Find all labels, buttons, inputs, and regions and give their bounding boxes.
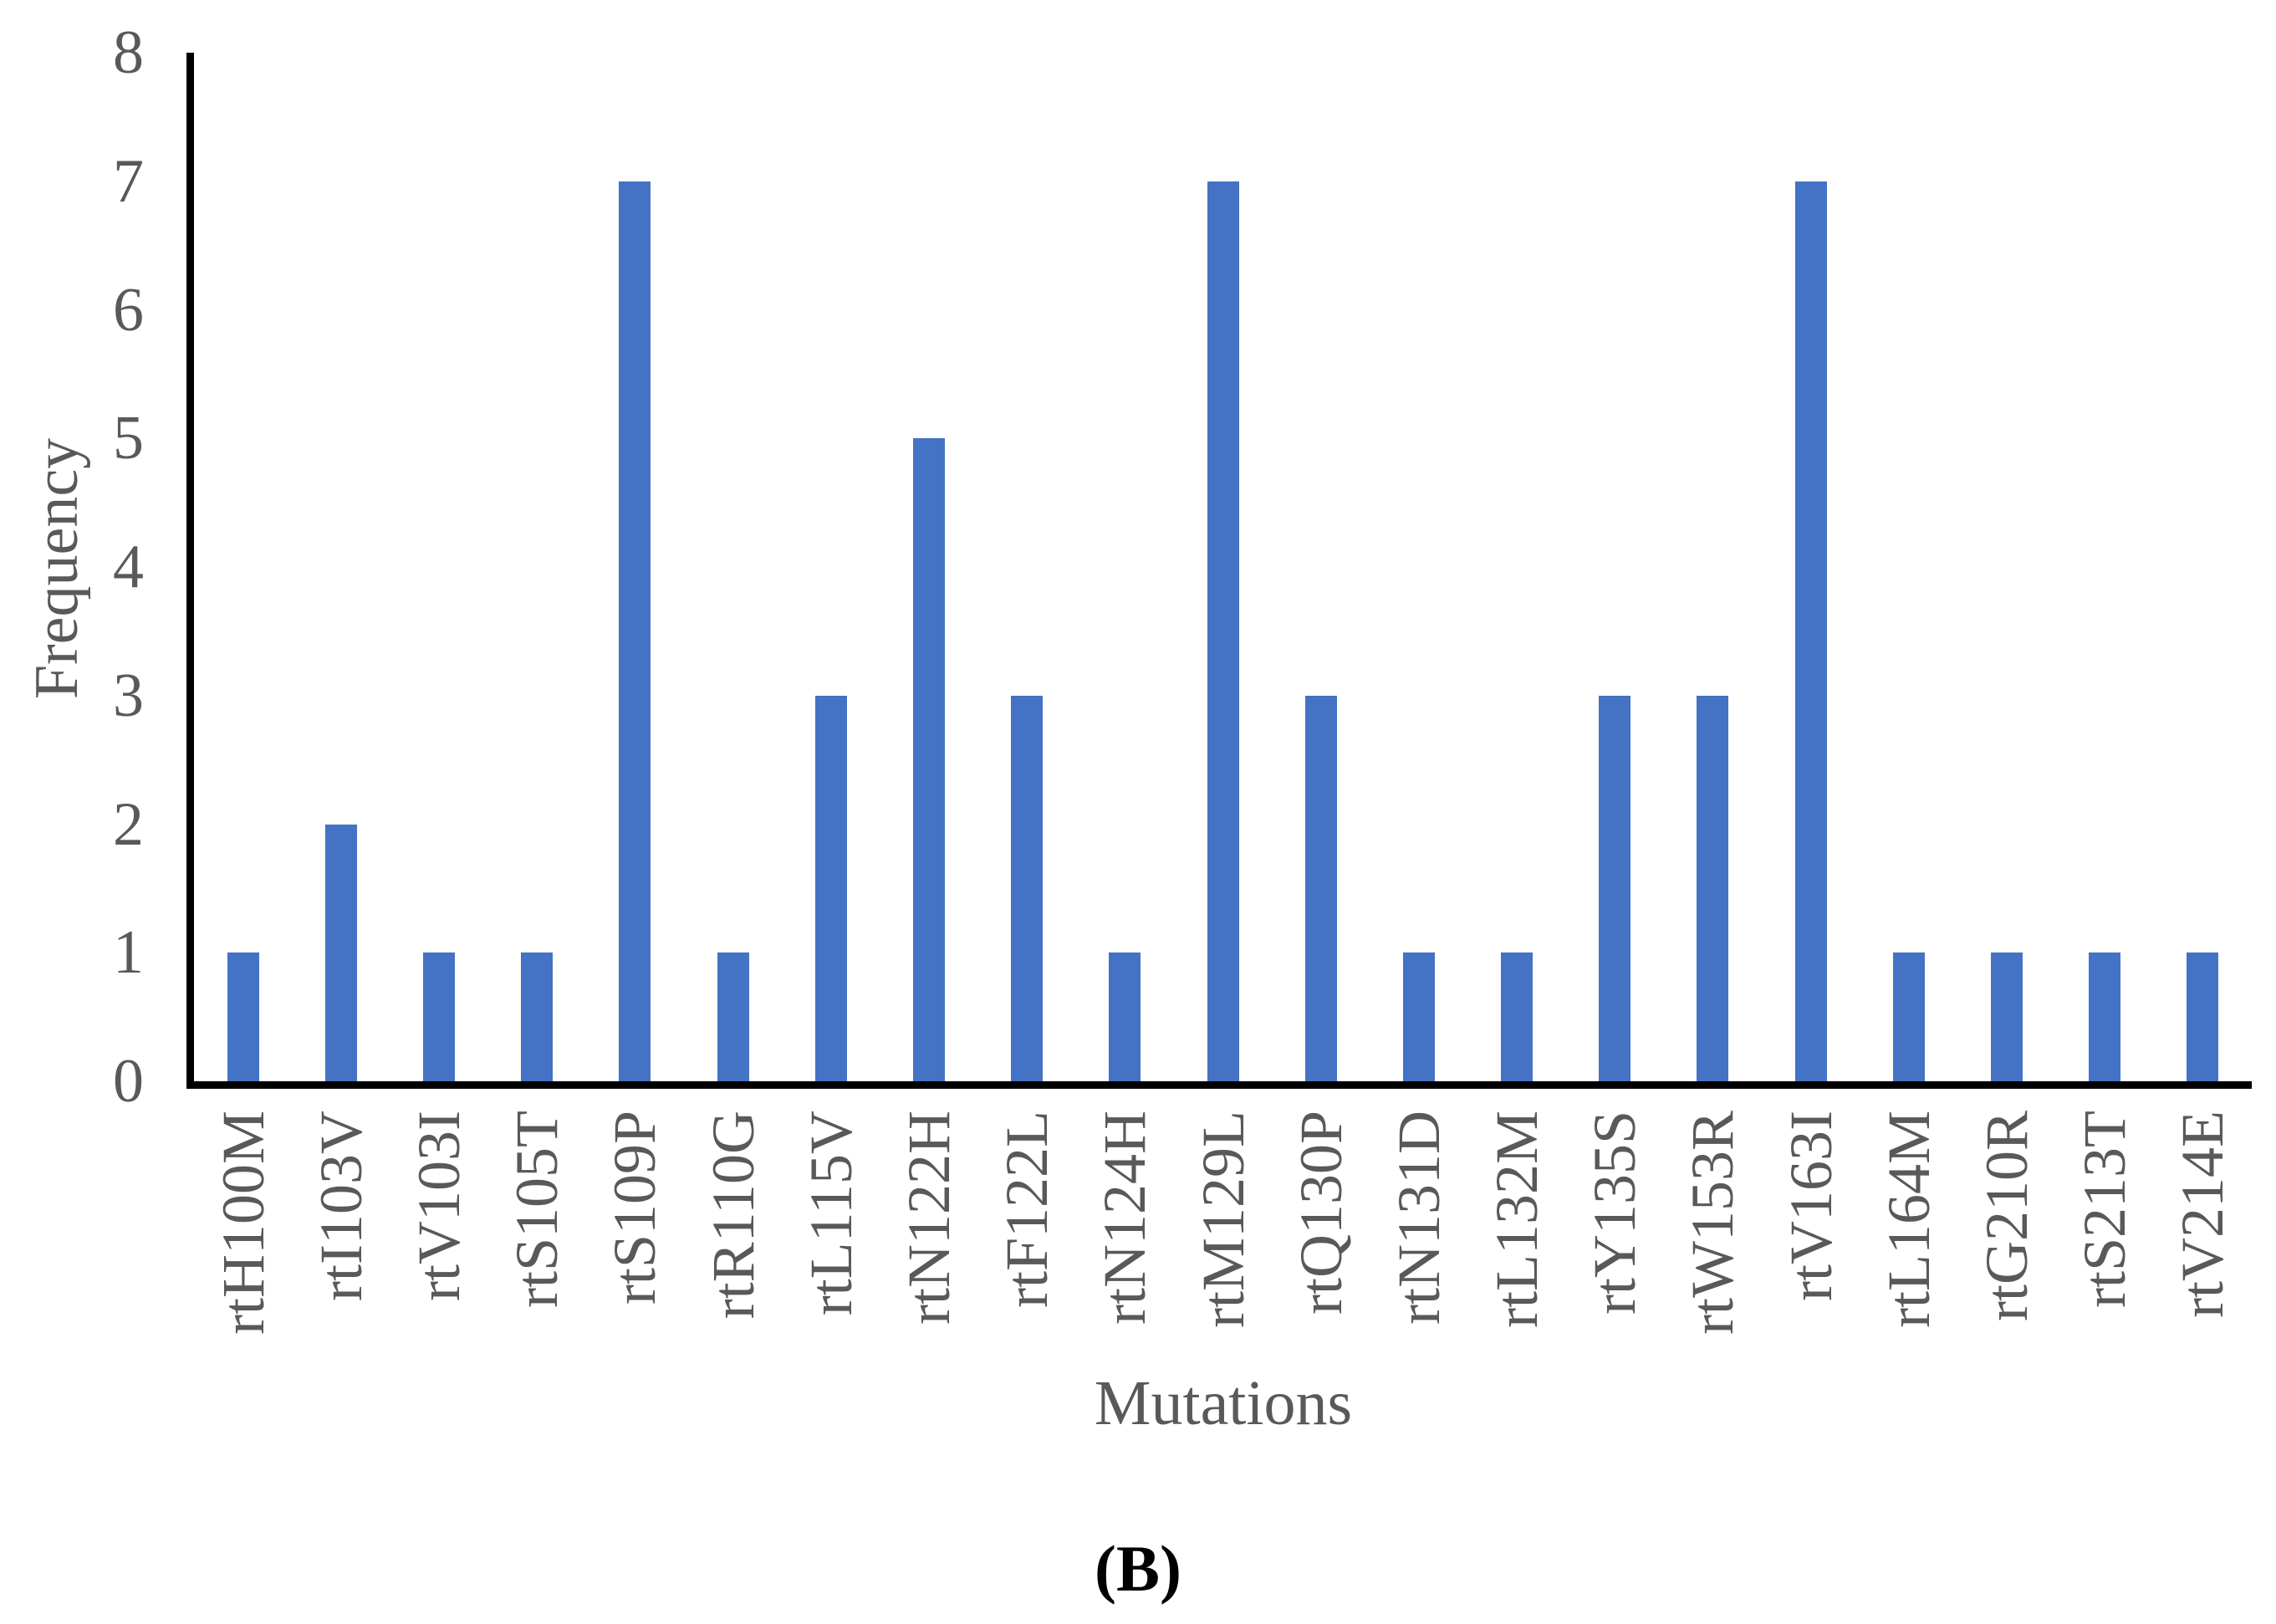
y-tick-label: 7: [113, 146, 144, 216]
y-axis-title: Frequency: [23, 437, 91, 700]
y-tick-label: 4: [113, 533, 144, 601]
y-tick-label: 6: [113, 275, 144, 345]
y-tick-label: 1: [113, 918, 144, 988]
x-category-label: rtV214E: [2169, 1111, 2237, 1318]
x-category-label: rtQ130P: [1287, 1111, 1355, 1315]
bar-rtL132M: [1501, 952, 1533, 1081]
bar-rtM129L: [1207, 181, 1239, 1081]
y-tick-label: 2: [113, 789, 144, 859]
bar-rtR110G: [717, 952, 749, 1081]
x-axis-title: Mutations: [1094, 1368, 1353, 1438]
x-axis-line: [186, 1081, 2252, 1089]
bar-rtY135S: [1599, 695, 1631, 1081]
y-tick-label: 0: [113, 1047, 144, 1116]
x-category-label: rtY135S: [1581, 1111, 1649, 1315]
x-category-label: rtL164M: [1875, 1111, 1942, 1328]
x-category-label: rtM129L: [1189, 1111, 1257, 1328]
x-category-label: rtH100M: [209, 1111, 277, 1335]
figure-caption: (B): [1095, 1532, 1181, 1605]
bar-rtN122H: [912, 438, 945, 1081]
x-category-label: rtR110G: [699, 1111, 767, 1320]
bar-rtV103I: [422, 952, 455, 1081]
x-category-label: rtS213T: [2071, 1111, 2139, 1309]
x-category-label: rtS105T: [503, 1111, 571, 1309]
bar-rtV214E: [2187, 952, 2219, 1081]
x-category-label: rtN124H: [1091, 1111, 1159, 1325]
bar-rtW153R: [1697, 695, 1729, 1081]
bar-rtF122L: [1011, 695, 1044, 1081]
bar-rtS213T: [2089, 952, 2121, 1081]
bar-rtN124H: [1109, 952, 1141, 1081]
x-category-label: rtN122H: [895, 1111, 962, 1325]
bar-rtL115V: [814, 695, 847, 1081]
bar-rtL164M: [1892, 952, 1925, 1081]
x-category-label: rtF122L: [993, 1111, 1061, 1309]
x-category-label: rtL132M: [1483, 1111, 1551, 1328]
x-category-label: rtS109P: [601, 1111, 669, 1305]
bar-rtS105T: [521, 952, 554, 1081]
bar-rtG210R: [1991, 952, 2023, 1081]
x-category-label: rtV163I: [1777, 1111, 1845, 1301]
y-tick-label: 8: [113, 18, 144, 87]
y-axis-line: [186, 53, 194, 1088]
bar-rtH100M: [227, 952, 259, 1081]
x-category-label: rtL115V: [797, 1111, 865, 1316]
bar-rtQ130P: [1304, 695, 1337, 1081]
x-category-label: rtN131D: [1385, 1111, 1452, 1325]
x-category-label: rtV103I: [405, 1111, 472, 1301]
x-category-label: rtI103V: [307, 1111, 375, 1301]
x-category-label: rtG210R: [1973, 1111, 2041, 1321]
bar-rtN131D: [1402, 952, 1435, 1081]
bar-rtI103V: [324, 824, 357, 1081]
y-tick-label: 3: [113, 661, 144, 730]
y-tick-label: 5: [113, 404, 144, 473]
bar-rtV163I: [1794, 181, 1827, 1081]
x-category-label: rtW153R: [1679, 1111, 1747, 1335]
bar-rtS109P: [619, 181, 651, 1081]
